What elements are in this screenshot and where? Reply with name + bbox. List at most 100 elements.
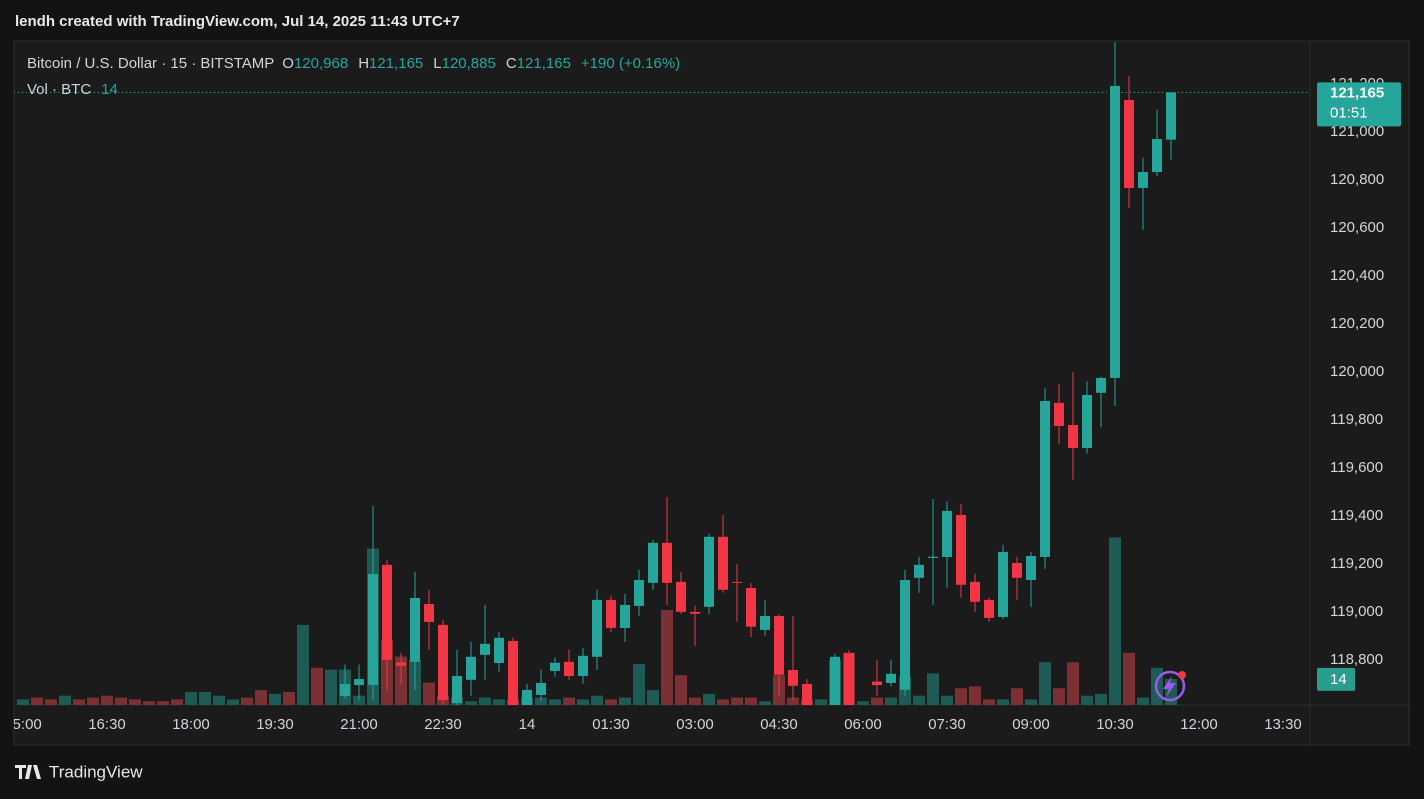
ohlc-key: H bbox=[358, 55, 369, 72]
candle-body bbox=[662, 542, 672, 583]
candle-body bbox=[606, 599, 616, 628]
volume-bar bbox=[1109, 537, 1121, 705]
candle-body bbox=[592, 599, 602, 657]
candle-body bbox=[1152, 138, 1162, 173]
ohlc-key: L bbox=[433, 55, 441, 72]
volume-bar bbox=[969, 686, 981, 705]
candle-body bbox=[1040, 400, 1050, 557]
x-tick-label: 15:00 bbox=[4, 716, 42, 733]
y-tick-label: 120,400 bbox=[1330, 267, 1384, 284]
volume-bar bbox=[129, 699, 141, 705]
volume-bar bbox=[297, 624, 309, 705]
candle-body bbox=[1138, 172, 1148, 188]
x-tick-label: 16:30 bbox=[88, 716, 126, 733]
volume-bar bbox=[745, 697, 757, 705]
candle-body bbox=[466, 656, 476, 680]
candle-body bbox=[368, 573, 378, 685]
volume-bar bbox=[465, 701, 477, 705]
candle-body bbox=[760, 615, 770, 630]
candle-body bbox=[480, 643, 490, 655]
volume-bar bbox=[871, 697, 883, 705]
volume-bar bbox=[73, 699, 85, 705]
candle-body bbox=[676, 581, 686, 612]
volume-bar bbox=[955, 688, 967, 705]
volume-bar bbox=[1137, 697, 1149, 705]
volume-bar bbox=[325, 669, 337, 705]
candle-body bbox=[942, 510, 952, 557]
x-tick-label: 03:00 bbox=[676, 716, 714, 733]
candle-body bbox=[830, 656, 840, 705]
candle-body bbox=[578, 655, 588, 676]
volume-bar bbox=[703, 693, 715, 705]
volume-bar bbox=[143, 701, 155, 705]
volume-bar bbox=[675, 675, 687, 705]
candle-body bbox=[1096, 377, 1106, 393]
candle-body bbox=[340, 683, 350, 696]
brand-logo: TradingView bbox=[15, 762, 143, 781]
y-tick-label: 119,800 bbox=[1330, 411, 1383, 428]
volume-bar bbox=[1011, 688, 1023, 705]
candle-body bbox=[1026, 555, 1036, 580]
volume-bar bbox=[885, 697, 897, 705]
candle-body bbox=[802, 683, 812, 705]
volume-bar bbox=[1067, 662, 1079, 705]
candle-body bbox=[620, 604, 630, 628]
volume-bar bbox=[787, 697, 799, 705]
volume-bar bbox=[101, 695, 113, 705]
x-tick-label: 09:00 bbox=[1012, 716, 1050, 733]
badges: 121,165 01:51 14 bbox=[1317, 82, 1401, 691]
candle-body bbox=[410, 597, 420, 662]
volume-bar bbox=[311, 667, 323, 705]
y-tick-label: 120,800 bbox=[1330, 171, 1384, 188]
volume-bar bbox=[227, 699, 239, 705]
candle-body bbox=[928, 556, 938, 558]
candle-body bbox=[508, 640, 518, 705]
x-tick-label: 06:00 bbox=[844, 716, 882, 733]
x-tick-label: 07:30 bbox=[928, 716, 966, 733]
volume-bar bbox=[283, 691, 295, 705]
volume-bar bbox=[17, 699, 29, 705]
x-tick-label: 04:30 bbox=[760, 716, 798, 733]
volume-bar bbox=[1025, 699, 1037, 705]
assistant-icon[interactable] bbox=[1154, 670, 1186, 702]
time-axis: 15:00 16:30 18:00 19:30 21:00 22:30 14 01:30 03:… bbox=[4, 716, 1302, 733]
candle-body bbox=[970, 581, 980, 602]
candle-body bbox=[1166, 92, 1176, 140]
ohlc-key: C bbox=[506, 55, 517, 72]
x-tick-label: 12:00 bbox=[1180, 716, 1218, 733]
brand: TradingView bbox=[49, 762, 143, 781]
candle-body bbox=[704, 536, 714, 607]
volume-bar bbox=[479, 697, 491, 705]
volume-bar bbox=[31, 697, 43, 705]
candle-body bbox=[550, 662, 560, 671]
y-tick-label: 121,000 bbox=[1330, 123, 1384, 140]
volume-bar bbox=[941, 695, 953, 705]
x-tick-label: 22:30 bbox=[424, 716, 462, 733]
volume-bar bbox=[535, 697, 547, 705]
volume-bar bbox=[213, 695, 225, 705]
ohlc-value: 120,885 bbox=[442, 55, 496, 72]
volume-bar bbox=[199, 691, 211, 705]
candle-body bbox=[424, 603, 434, 622]
y-tick-label: 119,400 bbox=[1330, 507, 1383, 524]
candle-body bbox=[886, 673, 896, 683]
y-tick-label: 119,000 bbox=[1330, 603, 1383, 620]
volume-bar bbox=[549, 699, 561, 705]
volume-badge-label: 14 bbox=[1330, 671, 1347, 688]
x-tick-label: 10:30 bbox=[1096, 716, 1134, 733]
volume-bar bbox=[59, 695, 71, 705]
volume-bar bbox=[997, 699, 1009, 705]
y-tick-label: 120,200 bbox=[1330, 315, 1384, 332]
volume-bar bbox=[171, 699, 183, 705]
candle-body bbox=[732, 581, 742, 583]
candle-body bbox=[1068, 424, 1078, 449]
volume-bar bbox=[647, 690, 659, 705]
volume-bar bbox=[157, 701, 169, 705]
volume-bar bbox=[591, 695, 603, 705]
last-price-badge bbox=[1317, 82, 1401, 127]
ohlc-value: 121,165 bbox=[369, 55, 423, 72]
y-tick-label: 118,800 bbox=[1330, 651, 1383, 668]
volume-bar bbox=[927, 673, 939, 705]
volume-bar bbox=[493, 699, 505, 705]
